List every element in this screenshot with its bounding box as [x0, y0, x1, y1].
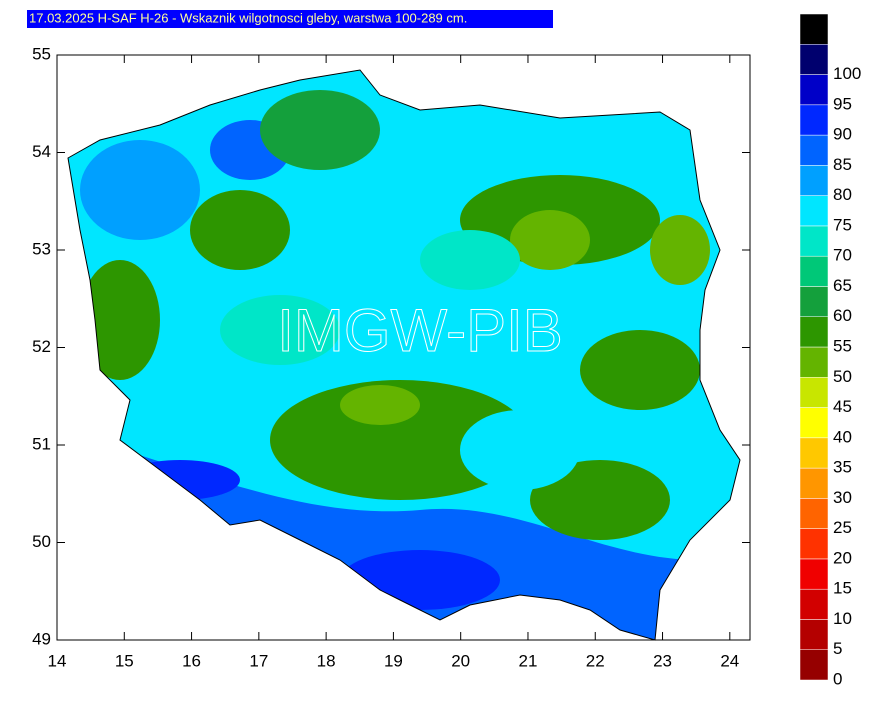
colorbar-swatch: [799, 225, 829, 257]
field-patch: [80, 140, 200, 240]
field-patch: [650, 215, 710, 285]
field-patch: [340, 385, 420, 425]
colorbar-swatch: [799, 437, 829, 469]
field-patch: [220, 295, 340, 365]
colorbar-swatch: [799, 346, 829, 378]
y-tick-label: 50: [32, 532, 51, 551]
colorbar-label: 5: [833, 639, 842, 658]
colorbar-label: 60: [833, 306, 852, 325]
colorbar-swatch: [799, 467, 829, 499]
colorbar-label: 100: [833, 64, 861, 83]
colorbar-label: 95: [833, 94, 852, 113]
title-box: [27, 10, 553, 28]
field-patch: [580, 330, 700, 410]
y-tick-label: 55: [32, 44, 51, 63]
x-tick-label: 23: [653, 651, 672, 670]
colorbar-label: 85: [833, 155, 852, 174]
colorbar-swatch: [799, 588, 829, 620]
x-tick-label: 17: [249, 651, 268, 670]
colorbar-label: 90: [833, 125, 852, 144]
colorbar-label: 75: [833, 215, 852, 234]
x-tick-label: 21: [519, 651, 538, 670]
colorbar-swatch: [799, 377, 829, 408]
colorbar-label: 15: [833, 579, 852, 598]
x-tick-label: 20: [451, 651, 470, 670]
watermark: IMGW-PIB: [277, 297, 563, 364]
colorbar-label: 10: [833, 609, 852, 628]
colorbar-label: 20: [833, 548, 852, 567]
colorbar-swatch: [799, 316, 829, 348]
y-tick-label: 53: [32, 239, 51, 258]
colorbar-swatch: [799, 13, 829, 45]
colorbar-swatch: [799, 558, 829, 590]
colorbar-label: 80: [833, 185, 852, 204]
colorbar-swatch: [799, 286, 829, 317]
field-patch: [460, 410, 580, 490]
title: 17.03.2025 H-SAF H-26 - Wskaznik wilgotn…: [29, 10, 467, 25]
colorbar-swatch: [799, 649, 829, 681]
colorbar-label: 30: [833, 488, 852, 507]
colorbar-swatch: [799, 44, 829, 75]
colorbar-swatch: [799, 195, 829, 227]
x-tick-label: 15: [115, 651, 134, 670]
field-patch: [80, 260, 160, 380]
field-patch: [530, 460, 670, 540]
colorbar-label: 70: [833, 246, 852, 265]
x-tick-label: 18: [317, 651, 336, 670]
y-tick-label: 54: [32, 142, 51, 161]
colorbar-swatch: [799, 619, 829, 650]
field-patch: [510, 210, 590, 270]
colorbar-label: 0: [833, 669, 842, 688]
field-patch: [420, 230, 520, 290]
y-tick-label: 49: [32, 629, 51, 648]
field-patch: [270, 380, 530, 500]
colorbar-label: 40: [833, 427, 852, 446]
colorbar-swatch: [799, 104, 829, 136]
colorbar-label: 45: [833, 397, 852, 416]
colorbar-swatch: [799, 74, 829, 106]
colorbar-swatch: [799, 407, 829, 439]
colorbar-label: 65: [833, 276, 852, 295]
colorbar-label: 55: [833, 336, 852, 355]
field-patch: [260, 90, 380, 170]
x-tick-label: 24: [720, 651, 739, 670]
x-tick-label: 22: [586, 651, 605, 670]
x-tick-label: 16: [182, 651, 201, 670]
colorbar-swatch: [799, 165, 829, 196]
colorbar-label: 25: [833, 518, 852, 537]
field-patch: [190, 190, 290, 270]
colorbar-swatch: [799, 255, 829, 287]
colorbar-label: 50: [833, 367, 852, 386]
x-tick-label: 14: [48, 651, 67, 670]
colorbar-swatch: [799, 134, 829, 166]
colorbar-label: 35: [833, 458, 852, 477]
colorbar-swatch: [799, 498, 829, 529]
y-tick-label: 52: [32, 337, 51, 356]
colorbar-swatch: [799, 528, 829, 560]
x-tick-label: 19: [384, 651, 403, 670]
y-tick-label: 51: [32, 434, 51, 453]
